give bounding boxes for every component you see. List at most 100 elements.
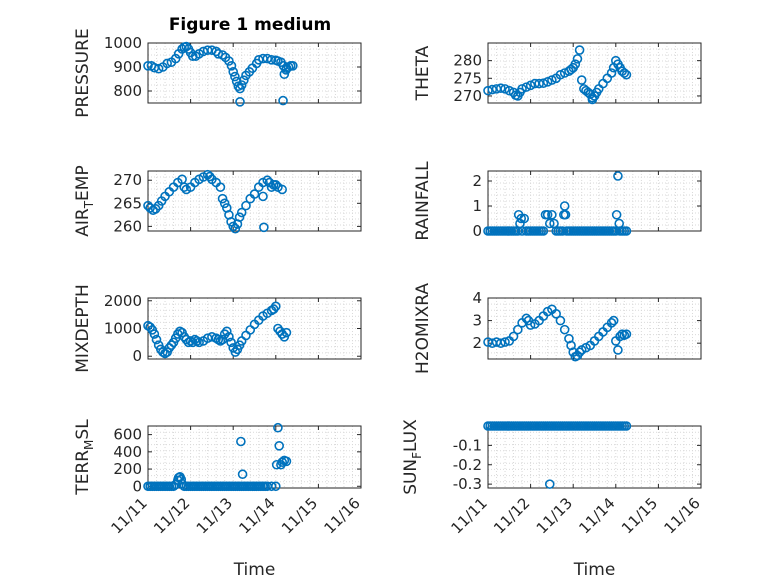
theta-point — [504, 85, 515, 96]
pressure-point — [230, 71, 240, 82]
rainfall-point — [542, 209, 553, 220]
pressure-point — [153, 63, 164, 74]
theta-point — [576, 75, 587, 85]
pressure-point — [236, 80, 247, 90]
pressure-point — [162, 58, 172, 69]
sun_flux-xtick-label: 11/14 — [575, 494, 618, 537]
terr_msl-xtick-label: 11/16 — [321, 494, 364, 537]
sun_flux-point — [544, 479, 555, 489]
pressure-point — [239, 75, 249, 85]
h2omixra-point — [551, 309, 561, 319]
h2omixra-ytick-label: 2 — [472, 334, 482, 352]
air_temp-point — [217, 193, 228, 204]
sun_flux-xlabel: Time — [573, 560, 616, 580]
pressure-point — [281, 65, 291, 75]
h2omixra-ylabel: H2OMIXRA — [413, 283, 433, 374]
terr_msl-point — [273, 422, 283, 433]
theta-point — [525, 80, 536, 91]
air_temp-ytick-label: 270 — [113, 171, 142, 189]
sun_flux-point — [621, 421, 632, 431]
rainfall-point — [613, 171, 623, 181]
air_temp-ylabel: AIRTEMP — [73, 165, 96, 236]
mixdepth-ytick-label: 1000 — [104, 320, 142, 338]
theta-point — [500, 84, 510, 94]
theta-point — [534, 78, 544, 89]
sun_flux-xtick-label: 11/12 — [490, 494, 533, 537]
air_temp-point — [270, 180, 281, 190]
sun_flux-xtick-label: 11/11 — [448, 494, 491, 537]
air_temp-point — [259, 222, 269, 233]
air_temp-point — [277, 184, 287, 195]
pressure-point — [262, 53, 273, 64]
rainfall-point — [621, 226, 632, 236]
air_temp-point — [234, 212, 245, 222]
mixdepth-point — [268, 304, 279, 314]
terr_msl-point — [270, 481, 281, 492]
rainfall-point — [544, 218, 555, 229]
theta-point — [606, 68, 617, 78]
rainfall-ytick-label: 1 — [472, 197, 482, 215]
mixdepth-point — [187, 337, 198, 348]
mixdepth-point — [213, 334, 224, 345]
air_temp-point — [179, 182, 190, 192]
pressure-point — [266, 54, 277, 65]
h2omixra-point — [508, 331, 519, 342]
mixdepth-point — [222, 326, 232, 337]
terr_msl-ytick-label: 200 — [113, 460, 142, 478]
mixdepth-point — [215, 336, 226, 346]
mixdepth-point — [281, 327, 292, 338]
theta-point — [572, 54, 583, 64]
rainfall-point — [538, 226, 549, 236]
mixdepth-point — [241, 330, 251, 341]
theta-point — [621, 69, 632, 80]
mixdepth-point — [192, 336, 202, 346]
air_temp-point — [215, 182, 226, 192]
h2omixra-point — [608, 315, 619, 326]
theta-ylabel: THETA — [413, 45, 433, 101]
air_temp-point — [230, 223, 241, 234]
h2omixra-point — [555, 315, 566, 326]
figure-title: Figure 1 medium — [169, 15, 331, 35]
terr_msl-ytick-label: 600 — [113, 426, 142, 444]
mixdepth-ytick-label: 0 — [132, 347, 142, 365]
rainfall-ytick-label: 2 — [472, 172, 482, 190]
theta-point — [547, 75, 557, 85]
theta-point — [574, 45, 585, 55]
h2omixra-point — [513, 324, 523, 335]
mixdepth-ytick-label: 2000 — [104, 292, 142, 310]
mixdepth-point — [230, 347, 241, 357]
pressure-point — [143, 61, 153, 71]
pressure-ytick-label: 800 — [113, 82, 142, 100]
pressure-point — [228, 67, 238, 77]
theta-point — [602, 73, 613, 84]
rainfall-ylabel: RAINFALL — [413, 161, 433, 241]
sun_flux-axes-box — [487, 425, 702, 489]
theta-point — [483, 85, 493, 96]
air_temp-point — [241, 200, 251, 211]
h2omixra-point — [521, 313, 532, 324]
terr_msl-point — [271, 459, 282, 470]
h2omixra-point — [574, 347, 585, 358]
terr_msl-xtick-label: 11/15 — [278, 494, 321, 537]
air_temp-point — [219, 198, 230, 209]
theta-ytick-label: 280 — [453, 52, 482, 70]
h2omixra-point — [621, 329, 632, 339]
terr_msl-point — [277, 457, 287, 467]
mixdepth-point — [194, 337, 204, 348]
h2omixra-ytick-label: 3 — [472, 312, 482, 330]
sun_flux-xtick-label: 11/13 — [533, 494, 576, 537]
terr_msl-point — [236, 436, 246, 447]
h2omixra-axes-box — [487, 297, 702, 360]
pressure-axes-box — [147, 42, 362, 104]
terr_msl-point — [266, 481, 277, 492]
rainfall-point — [611, 209, 622, 220]
pressure-point — [170, 53, 181, 64]
rainfall-ytick-label: 0 — [472, 222, 482, 240]
terr_msl-xtick-label: 11/13 — [193, 494, 236, 537]
pressure-ylabel: PRESSURE — [73, 28, 93, 117]
theta-point — [495, 83, 506, 93]
h2omixra-point — [613, 345, 623, 355]
pressure-point — [224, 56, 234, 66]
mixdepth-point — [145, 322, 155, 332]
rainfall-point — [560, 209, 571, 220]
